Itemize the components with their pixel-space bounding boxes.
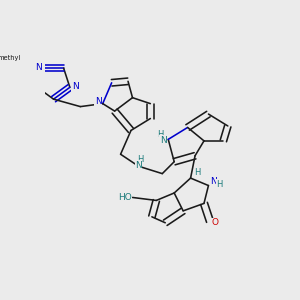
Text: N: N xyxy=(135,161,142,170)
Text: H: H xyxy=(157,130,163,139)
Text: O: O xyxy=(212,218,219,227)
Text: H: H xyxy=(194,168,200,177)
Text: N: N xyxy=(160,136,167,145)
Text: methyl: methyl xyxy=(0,56,21,62)
Text: H: H xyxy=(137,155,143,164)
Text: N: N xyxy=(35,63,42,72)
Text: N: N xyxy=(210,177,217,186)
Text: N: N xyxy=(72,82,78,91)
Text: N: N xyxy=(95,97,102,106)
Text: H: H xyxy=(216,180,223,189)
Text: HO: HO xyxy=(118,193,132,202)
